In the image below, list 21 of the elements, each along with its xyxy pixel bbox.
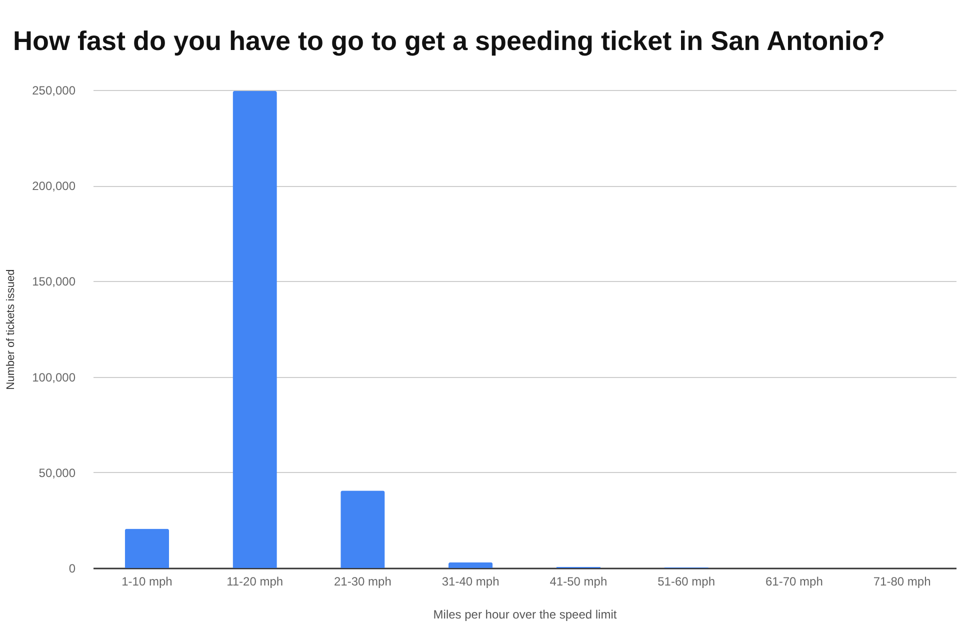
x-tick-label: 31-40 mph	[442, 574, 500, 588]
y-tick-label: 250,000	[32, 84, 76, 98]
y-tick-label: 0	[68, 562, 76, 576]
y-tick-label: 50,000	[38, 466, 76, 480]
bar	[340, 490, 385, 568]
x-tick-label: 41-50 mph	[550, 574, 608, 588]
x-tick-label: 1-10 mph	[122, 574, 172, 588]
x-tick-label: 51-60 mph	[658, 574, 715, 588]
y-tick-label: 200,000	[32, 179, 76, 194]
chart-title: How fast do you have to go to get a speeding ticket in San Antonio?	[13, 26, 886, 56]
y-tick-label: 150,000	[32, 274, 76, 289]
x-tick-label: 71-80 mph	[873, 574, 931, 588]
x-tick-label: 61-70 mph	[766, 574, 823, 588]
y-tick-label: 100,000	[32, 370, 76, 384]
x-tick-label: 21-30 mph	[334, 574, 392, 588]
bar	[448, 562, 493, 568]
y-axis-title: Number of tickets issued	[5, 269, 18, 390]
bar	[232, 90, 277, 568]
x-tick-label: 11-20 mph	[226, 574, 284, 588]
x-axis-title: Miles per hour over the speed limit	[433, 608, 618, 622]
bar	[124, 528, 170, 568]
